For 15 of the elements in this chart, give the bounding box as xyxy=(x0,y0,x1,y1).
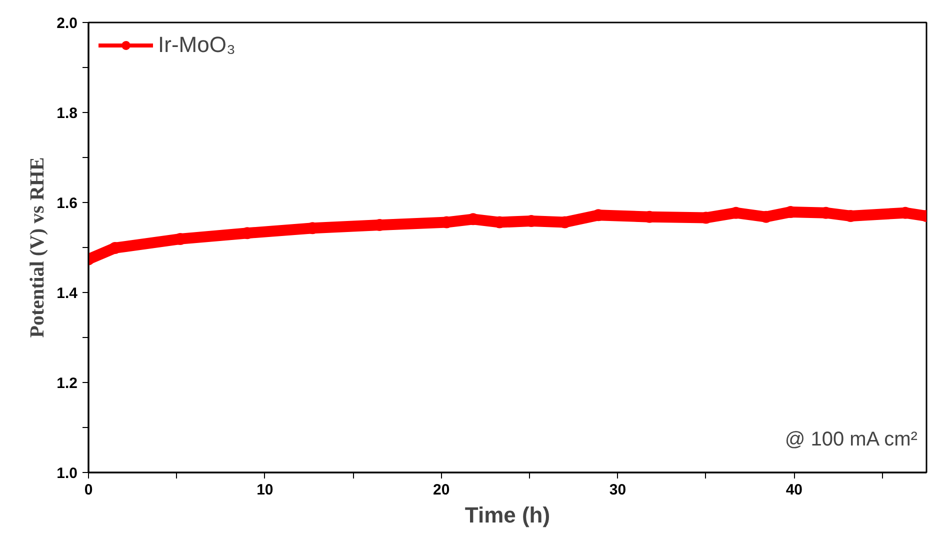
y-tick-label: 1.2 xyxy=(56,375,78,392)
y-axis-title: Potential (V) vs RHE xyxy=(26,157,49,338)
x-tick-label: 20 xyxy=(433,482,450,498)
y-tick-label: 1.8 xyxy=(56,105,78,122)
x-tick-label: 0 xyxy=(84,482,93,498)
y-tick-label: 1.4 xyxy=(56,285,78,302)
y-tick-label: 1.0 xyxy=(56,465,78,482)
x-tick-label: 40 xyxy=(786,482,803,498)
y-tick-label: 2.0 xyxy=(56,15,78,32)
legend-label: Ir-MoO₃ xyxy=(158,32,236,58)
y-tick-label: 1.6 xyxy=(56,195,78,212)
annotation: @ 100 mA cm² xyxy=(784,428,918,450)
x-axis-title: Time (h) xyxy=(464,502,550,528)
x-tick-label: 10 xyxy=(256,482,274,498)
x-tick-label: 30 xyxy=(609,482,626,498)
